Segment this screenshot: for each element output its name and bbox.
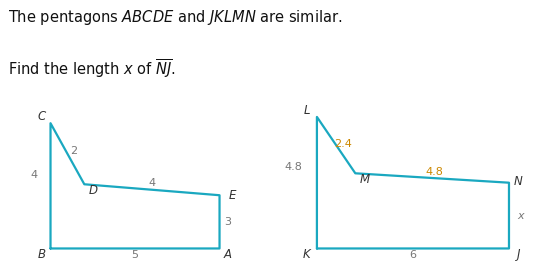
Text: The pentagons $ABCDE$ and $JKLMN$ are similar.: The pentagons $ABCDE$ and $JKLMN$ are si… [8,8,343,27]
Text: $N$: $N$ [514,175,524,188]
Text: Find the length $x$ of $\overline{NJ}$.: Find the length $x$ of $\overline{NJ}$. [8,57,177,81]
Text: $J$: $J$ [515,247,522,261]
Text: 4: 4 [148,178,155,188]
Text: $E$: $E$ [227,189,237,202]
Text: $M$: $M$ [359,173,371,186]
Text: $B$: $B$ [37,248,47,261]
Text: 2.4: 2.4 [334,139,352,149]
Text: 2: 2 [70,146,77,156]
Text: $K$: $K$ [302,248,312,261]
Text: $A$: $A$ [223,248,233,261]
Text: 5: 5 [131,250,139,260]
Text: 4: 4 [30,170,37,180]
Text: 4.8: 4.8 [426,167,443,177]
Text: $C$: $C$ [37,110,47,123]
Text: 6: 6 [409,250,417,260]
Text: 4.8: 4.8 [284,162,302,172]
Text: 3: 3 [224,217,232,227]
Text: $D$: $D$ [87,184,98,197]
Text: $L$: $L$ [304,104,311,117]
Text: $x$: $x$ [516,211,525,221]
